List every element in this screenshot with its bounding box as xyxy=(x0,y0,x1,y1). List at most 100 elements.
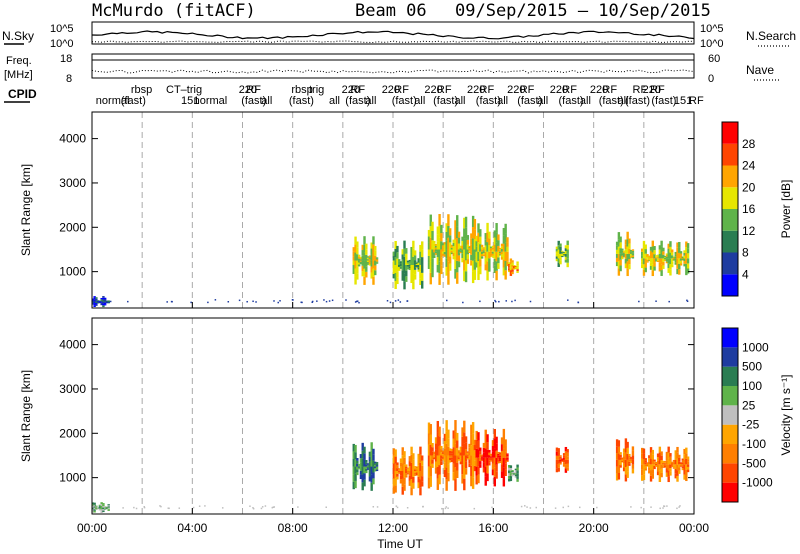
echo-cell xyxy=(405,473,408,476)
echo-cell xyxy=(415,472,419,474)
echo-cell xyxy=(619,236,622,243)
echo-cell xyxy=(557,463,560,468)
noise-cell xyxy=(395,505,398,507)
echo-cell xyxy=(463,455,466,468)
echo-cell xyxy=(91,511,95,513)
echo-cell xyxy=(642,246,646,253)
echo-cell xyxy=(489,246,493,249)
echo-cell xyxy=(480,249,484,252)
echo-cell xyxy=(495,232,498,243)
echo-cell xyxy=(461,240,464,246)
echo-cell xyxy=(464,271,468,283)
echo-cell xyxy=(368,255,372,258)
echo-cell xyxy=(516,265,519,268)
echo-cell xyxy=(456,215,459,227)
echo-cell xyxy=(100,505,103,508)
nsky-tick-bottom: 10^0 xyxy=(50,38,74,50)
cpid-entry: 151 xyxy=(674,95,692,107)
echo-cell xyxy=(107,508,110,510)
echo-cell xyxy=(495,261,498,271)
echo-cell xyxy=(648,464,651,468)
echo-cell xyxy=(488,251,491,259)
echo-cell xyxy=(493,448,496,458)
echo-cell xyxy=(366,257,370,260)
echo-cell xyxy=(683,258,686,262)
echo-cell xyxy=(429,226,432,238)
echo-cell xyxy=(488,462,491,466)
echo-cell xyxy=(463,432,466,444)
echo-cell xyxy=(653,258,656,263)
echo-cell xyxy=(415,267,419,269)
echo-cell xyxy=(410,462,413,471)
echo-cell xyxy=(470,445,473,456)
echo-cell xyxy=(566,459,569,464)
echo-cell xyxy=(470,238,473,245)
echo-cell xyxy=(662,247,665,252)
echo-cell xyxy=(466,454,470,456)
echo-cell xyxy=(672,258,676,260)
colorbar-tick-label: -1000 xyxy=(742,476,773,490)
cpid-entry: trig xyxy=(309,84,324,96)
echo-cell xyxy=(497,461,500,464)
echo-cell xyxy=(408,263,412,265)
echo-cell xyxy=(489,458,493,461)
echo-cell xyxy=(621,461,624,463)
cpid-entry: all xyxy=(414,95,425,107)
panel-frame xyxy=(91,111,695,309)
echo-cell xyxy=(356,260,359,267)
echo-cell xyxy=(408,470,412,476)
echo-cell xyxy=(372,268,375,277)
echo-cell xyxy=(473,445,477,451)
echo-cell xyxy=(516,478,519,482)
echo-cell xyxy=(96,506,100,508)
echo-cell xyxy=(406,262,410,264)
echo-cell xyxy=(397,263,401,265)
echo-cell xyxy=(479,450,482,455)
echo-cell xyxy=(102,510,105,513)
echo-cell xyxy=(669,246,672,253)
echo-cell xyxy=(100,302,103,304)
echo-cell xyxy=(480,456,484,458)
echo-cell xyxy=(457,237,461,244)
echo-cell xyxy=(622,456,626,460)
echo-cell xyxy=(366,467,370,469)
echo-cell xyxy=(471,227,475,239)
echo-cell xyxy=(506,246,509,252)
echo-cell xyxy=(429,444,432,456)
echo-cell xyxy=(470,424,473,435)
echo-cell xyxy=(658,458,662,465)
echo-cell xyxy=(629,251,633,253)
echo-cell xyxy=(396,271,399,278)
cpid-entry: RF xyxy=(350,84,365,96)
echo-cell xyxy=(653,464,656,466)
y-tick-label: 1000 xyxy=(59,265,86,279)
echo-cell xyxy=(103,301,107,303)
noise-cell xyxy=(316,300,318,302)
echo-cell xyxy=(622,252,626,254)
echo-region xyxy=(427,420,477,491)
nsearch-label: N.Search xyxy=(746,29,796,43)
echo-cell xyxy=(419,446,422,455)
cpid-entry: (fast) xyxy=(392,95,417,107)
echo-cell xyxy=(566,253,569,259)
noise-cell xyxy=(447,507,449,509)
echo-cell xyxy=(415,470,419,473)
cpid-panel: CPID normal(fast)rbsp CT–trig151normal220… xyxy=(4,84,704,107)
y-tick-label: 2000 xyxy=(59,220,86,234)
echo-cell xyxy=(427,477,431,489)
echo-cell xyxy=(649,475,653,482)
echo-cell xyxy=(412,273,415,282)
echo-cell xyxy=(352,481,355,490)
echo-cell xyxy=(450,459,454,462)
echo-cell xyxy=(648,260,651,262)
echo-cell xyxy=(396,468,399,471)
echo-cell xyxy=(646,259,649,262)
echo-cell xyxy=(448,450,452,454)
echo-cell xyxy=(438,426,441,437)
echo-cell xyxy=(91,505,95,508)
echo-cell xyxy=(641,261,644,265)
echo-cell xyxy=(624,467,628,475)
colorbar-swatch xyxy=(722,347,738,367)
